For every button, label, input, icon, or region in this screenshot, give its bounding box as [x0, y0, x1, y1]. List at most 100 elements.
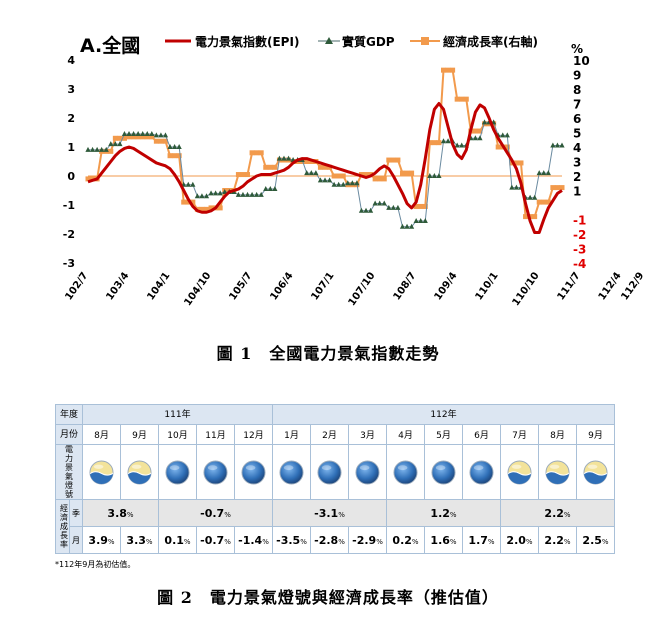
monthly-value: 2.2	[544, 534, 564, 547]
blue-signal-icon	[393, 460, 418, 485]
signal-header: 電力景氣燈號	[56, 445, 83, 500]
legend-gdp: 實質GDP	[342, 34, 395, 49]
series-growth-point	[441, 68, 446, 73]
yellow-blue-signal-icon	[583, 460, 608, 485]
yellow-blue-signal-icon	[89, 460, 114, 485]
y-right-tick-label: 8	[573, 83, 581, 97]
series-growth-point	[455, 97, 460, 102]
y-left-tick-label: 2	[67, 112, 75, 125]
x-tick-label: 110/1	[474, 270, 501, 302]
x-tick-label: 110/10	[511, 270, 542, 308]
y-left-tick-label: -1	[63, 199, 75, 212]
blue-signal-icon	[431, 460, 456, 485]
monthly-unit: %	[224, 538, 231, 546]
series-growth-point	[382, 176, 387, 181]
series-growth-point	[418, 204, 423, 209]
series-growth-point	[541, 200, 546, 205]
month-cell: 5月	[425, 425, 463, 445]
y-right-tick-label: 4	[573, 141, 581, 155]
series-growth-point	[496, 145, 501, 150]
monthly-growth-cell: 2.2%	[539, 527, 577, 554]
monthly-unit: %	[262, 538, 269, 546]
monthly-value: -1.4	[238, 534, 262, 547]
legend-growth: 經濟成長率(右軸)	[443, 34, 538, 49]
quarter-unit: %	[338, 511, 345, 519]
year-row: 年度 111年 112年	[56, 405, 615, 425]
blue-signal-icon	[203, 460, 228, 485]
series-growth-point	[254, 150, 259, 155]
series-growth-point	[436, 140, 441, 145]
signal-cell	[197, 445, 235, 500]
series-growth-point	[459, 97, 464, 102]
monthly-growth-row: 月 3.9% 3.3% 0.1% -0.7% -1.4% -3.5% -2.8% -2.9% 0.…	[56, 527, 615, 554]
series-growth-point	[168, 153, 173, 158]
x-tick-label: 106/4	[268, 270, 295, 302]
x-tick-label: 112/4	[597, 270, 624, 302]
monthly-value: 1.7	[468, 534, 488, 547]
year-112: 112年	[273, 405, 615, 425]
signal-cell	[159, 445, 197, 500]
quarter-value: 1.2	[430, 507, 450, 520]
month-cell: 8月	[539, 425, 577, 445]
month-cell: 9月	[577, 425, 615, 445]
monthly-value: 3.9	[88, 534, 108, 547]
month-cell: 10月	[159, 425, 197, 445]
signal-cell	[311, 445, 349, 500]
monthly-unit: %	[338, 538, 345, 546]
x-tick-label: 107/1	[310, 270, 337, 302]
y-right-tick-label: 6	[573, 112, 581, 126]
monthly-unit: %	[526, 538, 533, 546]
series-growth-point	[550, 185, 555, 190]
series-growth-point	[268, 165, 273, 170]
x-tick-label: 109/4	[433, 270, 460, 302]
series-growth-point	[108, 149, 113, 154]
yellow-blue-signal-icon	[127, 460, 152, 485]
monthly-growth-cell: 2.0%	[501, 527, 539, 554]
signal-cell	[121, 445, 159, 500]
series-growth-point	[240, 172, 245, 177]
monthly-growth-cell: -0.7%	[197, 527, 235, 554]
monthly-value: 2.0	[506, 534, 526, 547]
growth-header: 經濟成長率	[56, 500, 70, 554]
x-tick-label: 104/10	[182, 270, 213, 308]
monthly-unit: %	[108, 538, 115, 546]
month-cell: 7月	[501, 425, 539, 445]
signal-cell	[83, 445, 121, 500]
series-growth-point	[172, 153, 177, 158]
series-growth-point	[158, 139, 163, 144]
quarter-unit: %	[564, 511, 571, 519]
signal-table: 年度 111年 112年 月份 8月 9月 10月 11月 12月 1月 2月 3月 4月 5月 6…	[55, 404, 615, 554]
quarter-growth-cell: -3.1%	[273, 500, 387, 527]
legend: 電力景氣指數(EPI) 實質GDP 經濟成長率(右軸)	[165, 34, 538, 49]
month-cell: 1月	[273, 425, 311, 445]
y-right-tick-label: -1	[573, 214, 586, 228]
quarter-value: -3.1	[314, 507, 338, 520]
signal-cell	[387, 445, 425, 500]
monthly-value: 0.1	[164, 534, 184, 547]
monthly-growth-cell: 1.6%	[425, 527, 463, 554]
series-growth-point	[181, 200, 186, 205]
x-tick-label: 112/9	[619, 270, 646, 302]
monthly-value: 0.2	[392, 534, 412, 547]
epi-chart: 43210-1-2-310987654321-1-2-3-4102/7 103/4…	[0, 0, 656, 340]
series-growth-point	[245, 172, 250, 177]
monthly-growth-cell: 3.9%	[83, 527, 121, 554]
monthly-unit: %	[146, 538, 153, 546]
monthly-unit: %	[450, 538, 457, 546]
quarter-growth-cell: -0.7%	[159, 500, 273, 527]
x-tick-label: 102/7	[63, 270, 90, 302]
series-gdp-line	[88, 122, 562, 226]
quarter-row: 經濟成長率 季 3.8% -0.7% -3.1% 1.2% 2.2%	[56, 500, 615, 527]
series-growth-point	[341, 174, 346, 179]
month-cell: 11月	[197, 425, 235, 445]
y-right-tick-label: -3	[573, 243, 586, 257]
series-growth-point	[318, 165, 323, 170]
series-growth-point	[236, 172, 241, 177]
x-tick-label: 105/7	[227, 270, 254, 302]
figure-1-caption: 圖 1 全國電力景氣指數走勢	[0, 340, 656, 364]
growth-header-text: 經濟成長率	[59, 504, 69, 549]
quarter-unit: %	[224, 511, 231, 519]
signal-cell	[235, 445, 273, 500]
series-growth-point	[473, 129, 478, 134]
monthly-value: -2.8	[314, 534, 338, 547]
